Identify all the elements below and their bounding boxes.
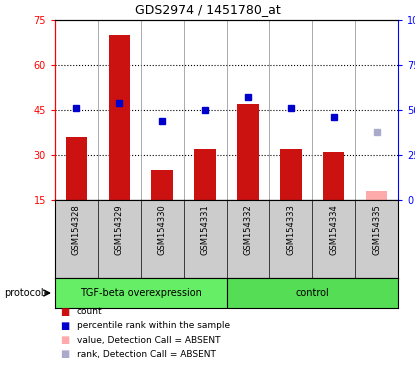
Text: percentile rank within the sample: percentile rank within the sample: [77, 321, 230, 331]
Text: GSM154331: GSM154331: [200, 204, 210, 255]
Text: GSM154332: GSM154332: [244, 204, 252, 255]
Bar: [55, 278, 227, 308]
Text: protocol: protocol: [4, 288, 44, 298]
Text: GSM154329: GSM154329: [115, 204, 124, 255]
Text: GSM154335: GSM154335: [372, 204, 381, 255]
Bar: [323, 152, 344, 200]
Text: TGF-beta overexpression: TGF-beta overexpression: [80, 288, 202, 298]
Text: GDS2974 / 1451780_at: GDS2974 / 1451780_at: [134, 3, 281, 17]
Text: GSM154333: GSM154333: [286, 204, 295, 255]
Text: ■: ■: [60, 307, 69, 317]
Text: GSM154328: GSM154328: [72, 204, 81, 255]
Text: GSM154334: GSM154334: [329, 204, 338, 255]
Text: ■: ■: [60, 321, 69, 331]
Text: count: count: [77, 308, 103, 316]
Bar: [280, 149, 302, 200]
Bar: [227, 278, 398, 308]
Text: GSM154330: GSM154330: [158, 204, 167, 255]
Bar: [194, 149, 216, 200]
Text: ■: ■: [60, 349, 69, 359]
Bar: [151, 170, 173, 200]
Bar: [109, 35, 130, 200]
Text: control: control: [295, 288, 329, 298]
Bar: [66, 137, 87, 200]
Text: value, Detection Call = ABSENT: value, Detection Call = ABSENT: [77, 336, 220, 344]
Text: ■: ■: [60, 335, 69, 345]
Bar: [237, 104, 259, 200]
Text: rank, Detection Call = ABSENT: rank, Detection Call = ABSENT: [77, 349, 216, 359]
Bar: [366, 191, 387, 200]
